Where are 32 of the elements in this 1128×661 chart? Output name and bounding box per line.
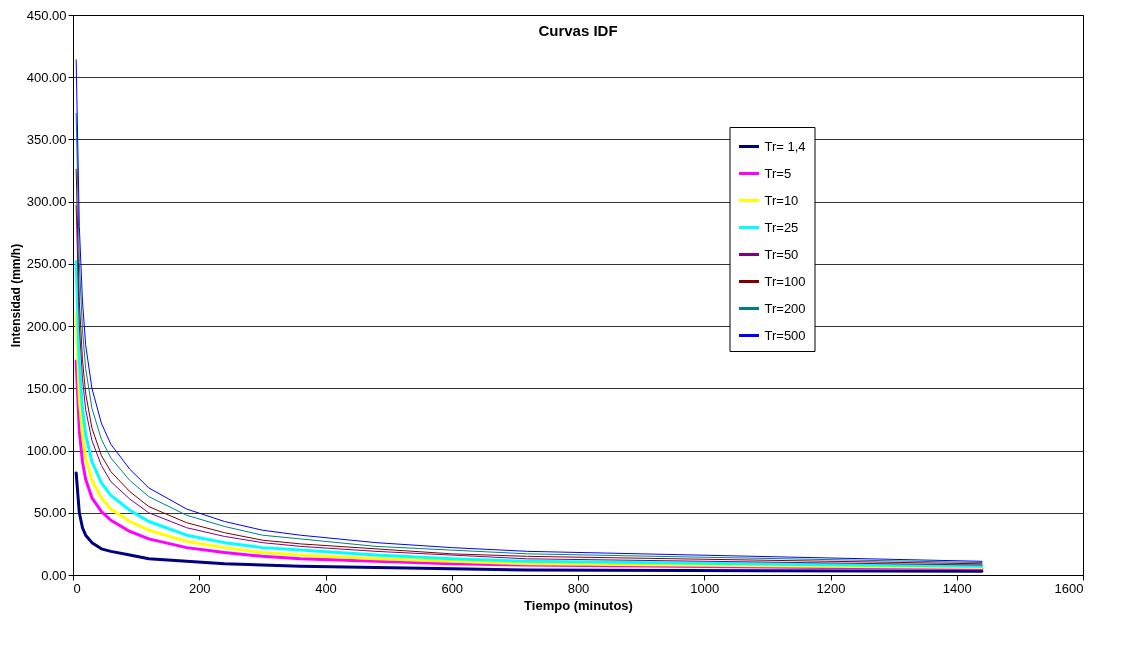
x-tick-label: 1400 bbox=[942, 580, 972, 596]
y-tick-label: 50.00 bbox=[33, 505, 67, 521]
line-series bbox=[74, 259, 984, 568]
legend-label: Tr=25 bbox=[764, 219, 799, 235]
y-tick-label: 450.00 bbox=[26, 7, 67, 23]
y-tick-label: 300.00 bbox=[26, 194, 67, 210]
y-tick-label: 100.00 bbox=[26, 443, 67, 459]
x-tick-label: 400 bbox=[315, 580, 337, 596]
x-axis-title: Tiempo (minutos) bbox=[524, 597, 633, 613]
x-tick-label: 200 bbox=[188, 580, 211, 596]
line-series bbox=[74, 471, 984, 573]
legend-label: Tr=100 bbox=[764, 273, 806, 289]
y-tick-label: 400.00 bbox=[26, 69, 67, 85]
y-axis-title: Intensidad (mm/h) bbox=[8, 243, 23, 348]
y-tick-label: 200.00 bbox=[26, 318, 67, 334]
text: Curvas IDF bbox=[538, 22, 618, 39]
x-tick-label: 0 bbox=[73, 580, 81, 596]
legend-label: Tr=5 bbox=[764, 165, 792, 181]
x-tick-label: 1000 bbox=[690, 580, 720, 596]
legend-label: Tr= 1,4 bbox=[764, 138, 806, 154]
legend-label: Tr=50 bbox=[764, 246, 799, 262]
x-tick-label: 1200 bbox=[816, 580, 846, 596]
legend-label: Tr=200 bbox=[764, 300, 806, 316]
y-tick-label: 150.00 bbox=[26, 380, 67, 396]
x-tick-label: 1600 bbox=[1054, 580, 1084, 596]
legend-label: Tr=500 bbox=[764, 327, 806, 343]
x-tick-label: 800 bbox=[567, 580, 590, 596]
y-tick-label: 0.00 bbox=[41, 567, 67, 583]
x-tick-label: 600 bbox=[441, 580, 464, 596]
y-tick-label: 250.00 bbox=[26, 256, 67, 272]
legend-label: Tr=10 bbox=[764, 192, 799, 208]
y-tick-label: 350.00 bbox=[26, 131, 67, 147]
